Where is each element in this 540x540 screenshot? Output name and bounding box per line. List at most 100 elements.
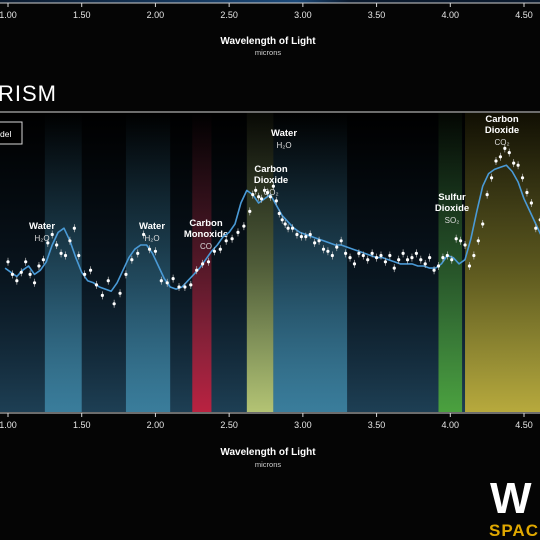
data-point [201, 262, 205, 266]
bottom-axis: 1.00 1.50 2.00 2.50 3.00 3.50 4.00 4.50 Wavelen… [0, 412, 540, 469]
data-point [262, 188, 267, 192]
band-6-name-0: Carbon [485, 114, 518, 125]
data-point [100, 293, 104, 297]
data-point [248, 209, 252, 213]
legend-label: del [0, 129, 11, 139]
tick-label: 4.50 [515, 420, 533, 430]
data-point [171, 277, 175, 281]
tick-label: 3.00 [294, 420, 312, 430]
top-tick-label: 1.50 [73, 10, 91, 20]
data-point [512, 161, 516, 165]
data-point [118, 291, 122, 295]
tick-label: 1.50 [73, 420, 91, 430]
data-point [321, 247, 326, 251]
data-point [286, 226, 290, 230]
tick-label: 3.50 [368, 420, 386, 430]
top-tick-label: 3.00 [294, 10, 312, 20]
band-5 [438, 113, 463, 412]
top-axis-ticks: 1.00 1.50 2.00 2.50 3.00 3.50 4.00 4.50 [0, 3, 533, 20]
top-axis-unit: microns [255, 48, 282, 57]
data-point [265, 190, 270, 195]
band-4-name-0: Water [271, 128, 297, 139]
band-3-name-0: Carbon [254, 164, 287, 175]
band-6-name-1: Dioxide [485, 125, 519, 136]
data-point [516, 163, 520, 167]
data-point [55, 243, 59, 247]
data-point [259, 197, 264, 201]
tick-label: 2.50 [220, 420, 238, 430]
band-5-formula: SO₂ [445, 216, 460, 225]
top-tick-label: 2.50 [220, 10, 238, 20]
data-point [159, 279, 163, 283]
data-point [32, 281, 37, 285]
data-point [494, 159, 498, 163]
legend-frame [0, 121, 23, 145]
data-point [304, 235, 308, 239]
data-point [529, 201, 533, 205]
data-point [445, 253, 449, 258]
data-point [236, 230, 240, 234]
data-point [401, 251, 405, 255]
data-point [46, 241, 50, 245]
data-point [72, 226, 76, 230]
data-point [277, 211, 281, 216]
data-point [280, 218, 284, 222]
data-point [467, 264, 472, 268]
data-point [392, 266, 396, 270]
tick-label: 2.00 [147, 420, 165, 430]
data-point [83, 272, 87, 276]
data-point [414, 251, 418, 255]
data-point [335, 245, 339, 249]
data-point [410, 256, 414, 260]
data-point [463, 243, 467, 247]
instrument-label: RISM [0, 81, 57, 106]
data-point [388, 253, 392, 258]
band-2-name-1: Monoxide [184, 229, 228, 240]
data-point [436, 264, 441, 268]
band-2-name-0: Carbon [189, 218, 222, 229]
data-point [339, 239, 343, 243]
brand-logo-mark: W [490, 474, 532, 523]
absorption-bands [44, 113, 540, 412]
observed-points [6, 144, 540, 308]
band-3-name-1: Dioxide [254, 175, 288, 186]
band-0-name-0: Water [29, 221, 55, 232]
data-point [459, 239, 463, 243]
data-point [383, 260, 388, 264]
data-point [68, 239, 72, 243]
data-point [206, 260, 211, 264]
top-tick-label: 4.00 [442, 10, 460, 20]
data-point [485, 193, 489, 197]
band-6-formula: CO₂ [494, 138, 509, 147]
data-point [242, 224, 246, 228]
data-point [50, 232, 54, 237]
band-1-formula: H₂O [144, 234, 159, 243]
chart-panel: WaterH₂OWaterH₂OCarbonMonoxideCOCarbonDi… [0, 111, 540, 414]
data-point [326, 249, 330, 253]
band-4-formula: H₂O [276, 141, 291, 150]
top-tick-label: 1.00 [0, 10, 17, 20]
data-point [317, 239, 321, 243]
data-point [15, 279, 19, 283]
data-point [94, 283, 99, 287]
data-point [313, 241, 317, 245]
data-point [153, 249, 158, 253]
band-1-name-0: Water [139, 221, 165, 232]
band-0-formula: H₂O [34, 234, 49, 243]
data-point [379, 253, 383, 258]
top-tick-label: 2.00 [147, 10, 165, 20]
data-point [130, 258, 134, 262]
band-5-name-1: Dioxide [435, 203, 469, 214]
model-line [4, 164, 540, 292]
brand-logo: W SPAC [489, 474, 538, 540]
data-point [24, 260, 28, 264]
data-point [450, 258, 454, 262]
data-point [520, 176, 525, 180]
data-point [251, 193, 255, 197]
data-point [503, 146, 507, 150]
data-point [476, 239, 480, 243]
band-0 [44, 113, 82, 412]
top-axis-title: Wavelength of Light [220, 36, 316, 47]
data-point [397, 258, 401, 262]
data-point [441, 256, 445, 260]
